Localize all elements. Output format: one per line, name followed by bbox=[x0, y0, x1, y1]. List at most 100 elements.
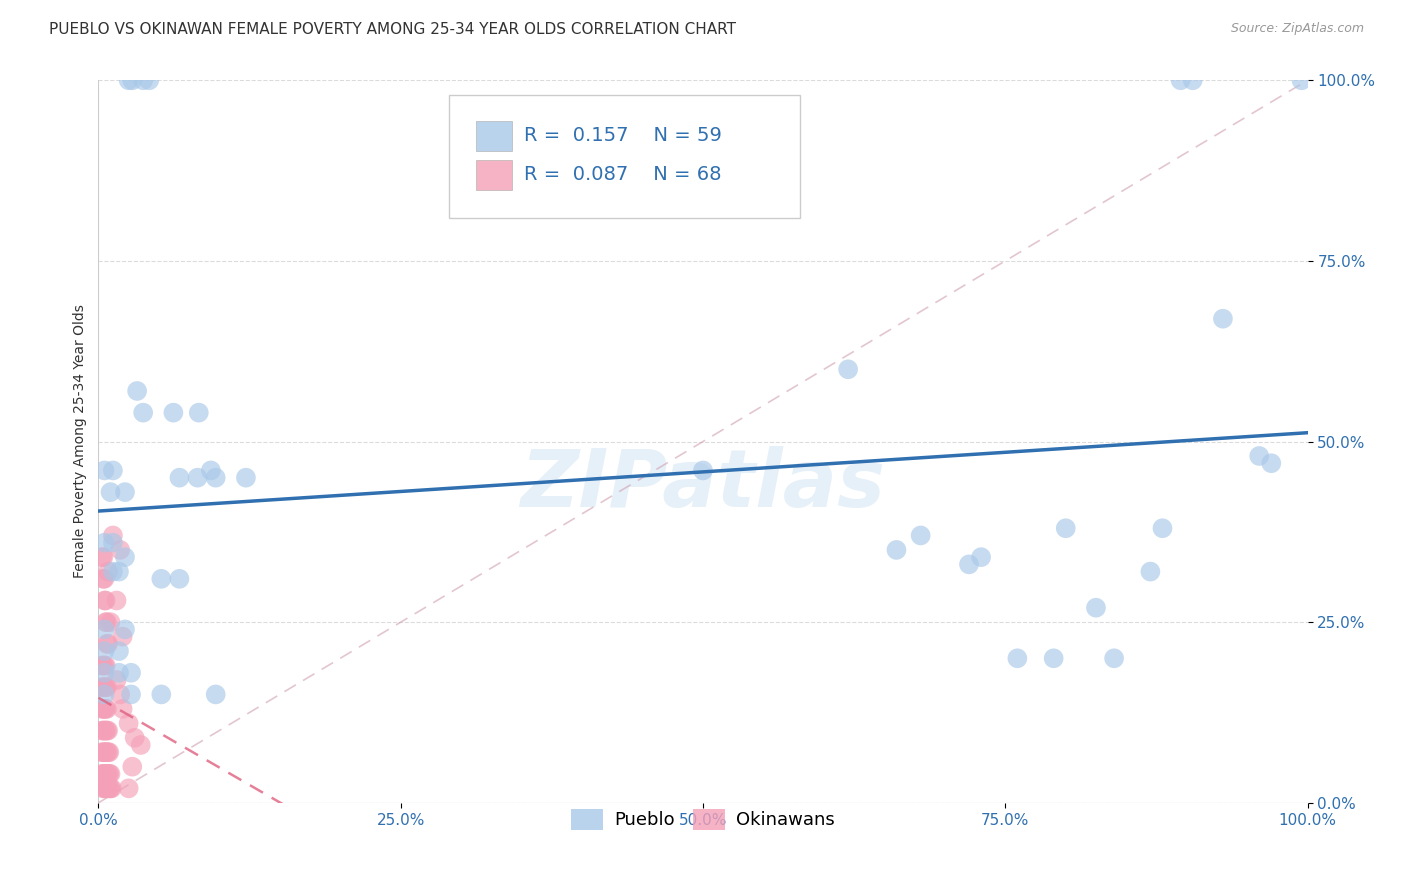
Point bbox=[200, 463, 222, 477]
Point bbox=[93, 781, 115, 796]
Point bbox=[121, 760, 143, 774]
FancyBboxPatch shape bbox=[475, 120, 512, 151]
Point bbox=[1260, 456, 1282, 470]
Point bbox=[1007, 651, 1029, 665]
Point bbox=[127, 384, 149, 398]
Point bbox=[96, 702, 118, 716]
Point bbox=[108, 665, 131, 680]
Point bbox=[101, 565, 124, 579]
Point bbox=[1249, 449, 1271, 463]
Point bbox=[235, 470, 257, 484]
Point bbox=[94, 658, 117, 673]
Point bbox=[91, 745, 114, 759]
Point bbox=[96, 680, 118, 694]
Point bbox=[957, 558, 980, 572]
Point bbox=[93, 593, 115, 607]
Point bbox=[91, 781, 114, 796]
Point bbox=[1181, 73, 1204, 87]
Point bbox=[91, 767, 114, 781]
Text: PUEBLO VS OKINAWAN FEMALE POVERTY AMONG 25-34 YEAR OLDS CORRELATION CHART: PUEBLO VS OKINAWAN FEMALE POVERTY AMONG … bbox=[49, 22, 737, 37]
Point bbox=[1102, 651, 1125, 665]
Text: R =  0.157    N = 59: R = 0.157 N = 59 bbox=[524, 126, 721, 145]
Point bbox=[91, 723, 114, 738]
Point bbox=[204, 470, 226, 484]
Point bbox=[1291, 73, 1313, 87]
Point bbox=[120, 665, 142, 680]
Point bbox=[1139, 565, 1161, 579]
Point bbox=[129, 738, 152, 752]
Point bbox=[93, 767, 115, 781]
Point bbox=[91, 572, 114, 586]
Point bbox=[93, 723, 115, 738]
Point bbox=[692, 463, 714, 477]
Point bbox=[150, 687, 173, 701]
Point bbox=[101, 463, 124, 477]
Point bbox=[94, 781, 117, 796]
Point bbox=[169, 572, 191, 586]
Point bbox=[91, 767, 114, 781]
Point bbox=[93, 702, 115, 716]
Point bbox=[96, 781, 118, 796]
Legend: Pueblo, Okinawans: Pueblo, Okinawans bbox=[564, 802, 842, 837]
Point bbox=[108, 687, 131, 701]
Point bbox=[124, 731, 146, 745]
Point bbox=[150, 572, 173, 586]
Point bbox=[108, 565, 131, 579]
Point bbox=[108, 644, 131, 658]
Point bbox=[94, 702, 117, 716]
Point bbox=[111, 702, 134, 716]
Point bbox=[96, 615, 118, 630]
Point bbox=[93, 644, 115, 658]
Point bbox=[96, 637, 118, 651]
Point bbox=[138, 73, 160, 87]
Point bbox=[97, 637, 120, 651]
Point bbox=[100, 767, 122, 781]
Point bbox=[94, 745, 117, 759]
Point bbox=[96, 745, 118, 759]
Point bbox=[91, 680, 114, 694]
Point bbox=[118, 781, 141, 796]
Point bbox=[1042, 651, 1064, 665]
Point bbox=[97, 745, 120, 759]
Point bbox=[910, 528, 932, 542]
Point bbox=[100, 781, 122, 796]
Point bbox=[162, 406, 184, 420]
Point bbox=[91, 702, 114, 716]
Point bbox=[132, 73, 155, 87]
Point bbox=[100, 781, 122, 796]
Point bbox=[97, 781, 120, 796]
Point bbox=[91, 550, 114, 565]
Point bbox=[1170, 73, 1192, 87]
Point bbox=[108, 542, 131, 557]
Point bbox=[93, 535, 115, 549]
Point bbox=[886, 542, 908, 557]
Point bbox=[114, 485, 136, 500]
Point bbox=[96, 767, 118, 781]
Point bbox=[91, 550, 114, 565]
Point bbox=[91, 658, 114, 673]
Point bbox=[97, 723, 120, 738]
Point bbox=[93, 745, 115, 759]
Point bbox=[91, 658, 114, 673]
Point bbox=[94, 723, 117, 738]
Point bbox=[91, 745, 114, 759]
Point bbox=[93, 687, 115, 701]
Point bbox=[169, 470, 191, 484]
Point bbox=[105, 593, 128, 607]
Point bbox=[204, 687, 226, 701]
Point bbox=[187, 470, 209, 484]
Point bbox=[100, 485, 122, 500]
Point bbox=[94, 593, 117, 607]
Point bbox=[1212, 311, 1234, 326]
Point bbox=[98, 745, 121, 759]
Point bbox=[114, 550, 136, 565]
Point bbox=[93, 680, 115, 694]
Point bbox=[98, 781, 121, 796]
FancyBboxPatch shape bbox=[475, 160, 512, 190]
Y-axis label: Female Poverty Among 25-34 Year Olds: Female Poverty Among 25-34 Year Olds bbox=[73, 304, 87, 579]
FancyBboxPatch shape bbox=[449, 95, 800, 218]
Point bbox=[1054, 521, 1077, 535]
Point bbox=[91, 723, 114, 738]
Point bbox=[120, 687, 142, 701]
Point bbox=[101, 535, 124, 549]
